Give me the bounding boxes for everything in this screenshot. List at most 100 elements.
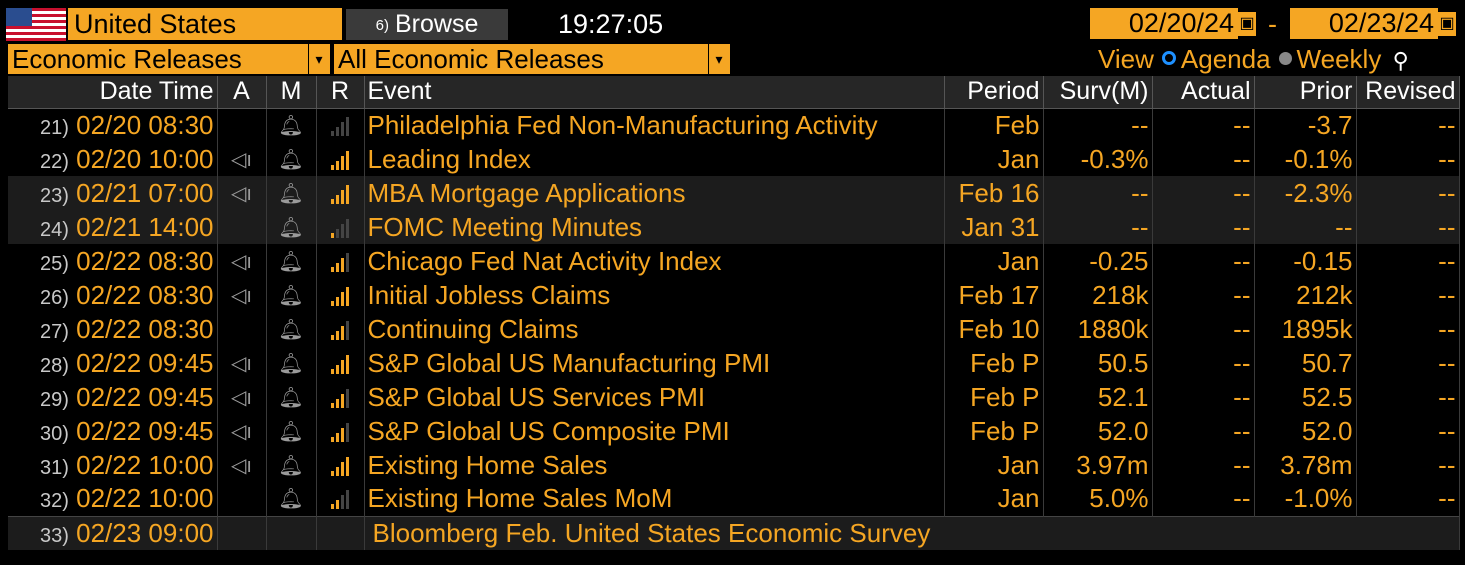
col-event[interactable]: Event (364, 76, 945, 109)
speaker-icon[interactable]: ◁ı (231, 454, 252, 477)
alert-cell[interactable]: ◁ı (217, 380, 267, 414)
bell-icon[interactable]: 🔔︎ (278, 114, 304, 137)
search-person-icon[interactable]: ⚲ (1392, 48, 1409, 73)
speaker-icon[interactable]: ◁ı (231, 386, 252, 409)
bell-icon[interactable]: 🔔︎ (278, 148, 304, 171)
event-name[interactable]: S&P Global US Manufacturing PMI (364, 346, 945, 380)
bell-icon[interactable]: 🔔︎ (278, 216, 304, 239)
category-select[interactable]: Economic Releases (8, 44, 308, 74)
monitor-cell[interactable]: 🔔︎ (266, 244, 317, 278)
table-row[interactable]: 21) 02/20 08:30 🔔︎ Philadelphia Fed Non-Ma… (8, 108, 1460, 142)
table-row[interactable]: 29) 02/22 09:45 ◁ı 🔔︎ S&P Global US Service… (8, 380, 1460, 414)
country-field[interactable]: United States (68, 8, 342, 40)
prior-cell: 1895k (1254, 312, 1357, 346)
monitor-cell[interactable]: 🔔︎ (266, 448, 317, 482)
monitor-cell[interactable]: 🔔︎ (266, 142, 317, 176)
col-alert[interactable]: A (217, 76, 267, 109)
table-row[interactable]: 23) 02/21 07:00 ◁ı 🔔︎ MBA Mortgage Applicat… (8, 176, 1460, 210)
event-name[interactable]: Leading Index (364, 142, 945, 176)
col-revised[interactable]: Revised (1356, 76, 1460, 109)
table-row[interactable]: 30) 02/22 09:45 ◁ı 🔔︎ S&P Global US Composi… (8, 414, 1460, 448)
table-row[interactable]: 26) 02/22 08:30 ◁ı 🔔︎ Initial Jobless Claim… (8, 278, 1460, 312)
alert-cell[interactable] (217, 312, 267, 346)
col-monitor[interactable]: M (266, 76, 317, 109)
speaker-icon[interactable]: ◁ı (231, 250, 252, 273)
subcategory-dropdown-icon[interactable]: ▾ (708, 44, 730, 74)
monitor-cell[interactable]: 🔔︎ (266, 346, 317, 380)
bell-icon[interactable]: 🔔︎ (278, 488, 304, 511)
col-relevance[interactable]: R (316, 76, 365, 109)
table-row[interactable]: 32) 02/22 10:00 🔔︎ Existing Home Sales MoM… (8, 482, 1460, 516)
table-row[interactable]: 28) 02/22 09:45 ◁ı 🔔︎ S&P Global US Manufac… (8, 346, 1460, 380)
table-row[interactable]: 31) 02/22 10:00 ◁ı 🔔︎ Existing Home Sales Ja… (8, 448, 1460, 482)
monitor-cell[interactable]: 🔔︎ (266, 414, 317, 448)
relevance-cell (316, 482, 365, 516)
alert-cell[interactable]: ◁ı (217, 278, 267, 312)
event-name[interactable]: S&P Global US Services PMI (364, 380, 945, 414)
table-row[interactable]: 24) 02/21 14:00 🔔︎ FOMC Meeting Minutes Jan… (8, 210, 1460, 244)
event-name[interactable]: Initial Jobless Claims (364, 278, 945, 312)
bell-icon[interactable]: 🔔︎ (278, 454, 304, 477)
relevance-bars-icon (329, 489, 351, 510)
speaker-icon[interactable]: ◁ı (231, 284, 252, 307)
monitor-cell[interactable]: 🔔︎ (266, 176, 317, 210)
speaker-icon[interactable]: ◁ı (231, 352, 252, 375)
monitor-cell[interactable]: 🔔︎ (266, 312, 317, 346)
event-name[interactable]: Chicago Fed Nat Activity Index (364, 244, 945, 278)
table-row[interactable]: 33) 02/23 09:00 Bloomberg Feb. United Sta… (8, 515, 1460, 550)
monitor-cell[interactable]: 🔔︎ (266, 108, 317, 142)
actual-cell: -- (1152, 176, 1255, 210)
col-prior[interactable]: Prior (1254, 76, 1357, 109)
col-period[interactable]: Period (944, 76, 1044, 109)
alert-cell[interactable] (217, 210, 267, 244)
event-name[interactable]: S&P Global US Composite PMI (364, 414, 945, 448)
alert-cell[interactable]: ◁ı (217, 244, 267, 278)
agenda-label[interactable]: Agenda (1180, 44, 1271, 74)
bell-icon[interactable]: 🔔︎ (278, 386, 304, 409)
calendar-icon[interactable]: ▣ (1438, 12, 1456, 36)
event-name[interactable]: Philadelphia Fed Non-Manufacturing Activ… (364, 108, 945, 142)
alert-cell[interactable] (217, 108, 267, 142)
col-actual[interactable]: Actual (1152, 76, 1255, 109)
alert-cell[interactable]: ◁ı (217, 448, 267, 482)
col-survey[interactable]: Surv(M) (1043, 76, 1153, 109)
bell-icon[interactable]: 🔔︎ (278, 318, 304, 341)
event-name[interactable]: MBA Mortgage Applications (364, 176, 945, 210)
speaker-icon[interactable]: ◁ı (231, 182, 252, 205)
bell-icon[interactable]: 🔔︎ (278, 352, 304, 375)
bell-icon[interactable]: 🔔︎ (278, 250, 304, 273)
bell-icon[interactable]: 🔔︎ (278, 420, 304, 443)
table-row[interactable]: 22) 02/20 10:00 ◁ı 🔔︎ Leading Index Jan -0.3%… (8, 142, 1460, 176)
browse-button[interactable]: 6) Browse (346, 9, 508, 40)
alert-cell[interactable]: ◁ı (217, 176, 267, 210)
event-name[interactable]: Existing Home Sales MoM (364, 482, 945, 516)
date-from-field[interactable]: 02/20/24 (1090, 8, 1238, 39)
monitor-cell[interactable]: 🔔︎ (266, 380, 317, 414)
event-name[interactable]: FOMC Meeting Minutes (364, 210, 945, 244)
calendar-icon[interactable]: ▣ (1238, 12, 1256, 36)
event-name[interactable]: Existing Home Sales (364, 448, 945, 482)
date-to-field[interactable]: 02/23/24 (1290, 8, 1438, 39)
speaker-icon[interactable]: ◁ı (231, 148, 252, 171)
bell-icon[interactable]: 🔔︎ (278, 182, 304, 205)
monitor-cell[interactable]: 🔔︎ (266, 210, 317, 244)
category-dropdown-icon[interactable]: ▾ (308, 44, 330, 74)
table-row[interactable]: 25) 02/22 08:30 ◁ı 🔔︎ Chicago Fed Nat Activ… (8, 244, 1460, 278)
alert-cell[interactable] (217, 482, 267, 516)
col-date-time[interactable]: Date Time (8, 76, 218, 109)
table-row[interactable]: 27) 02/22 08:30 🔔︎ Continuing Claims Feb 10… (8, 312, 1460, 346)
monitor-cell[interactable]: 🔔︎ (266, 482, 317, 516)
event-name[interactable]: Continuing Claims (364, 312, 945, 346)
survey-event[interactable]: Bloomberg Feb. United States Economic Su… (364, 515, 1460, 550)
alert-cell[interactable]: ◁ı (217, 346, 267, 380)
bell-icon[interactable]: 🔔︎ (278, 284, 304, 307)
alert-cell[interactable]: ◁ı (217, 414, 267, 448)
weekly-label[interactable]: Weekly (1296, 44, 1382, 74)
monitor-cell[interactable]: 🔔︎ (266, 278, 317, 312)
speaker-icon[interactable]: ◁ı (231, 420, 252, 443)
subcategory-select[interactable]: All Economic Releases (334, 44, 708, 74)
weekly-radio[interactable] (1278, 52, 1292, 65)
relevance-bars-icon (329, 150, 351, 170)
agenda-radio[interactable] (1161, 51, 1176, 65)
alert-cell[interactable]: ◁ı (217, 142, 267, 176)
